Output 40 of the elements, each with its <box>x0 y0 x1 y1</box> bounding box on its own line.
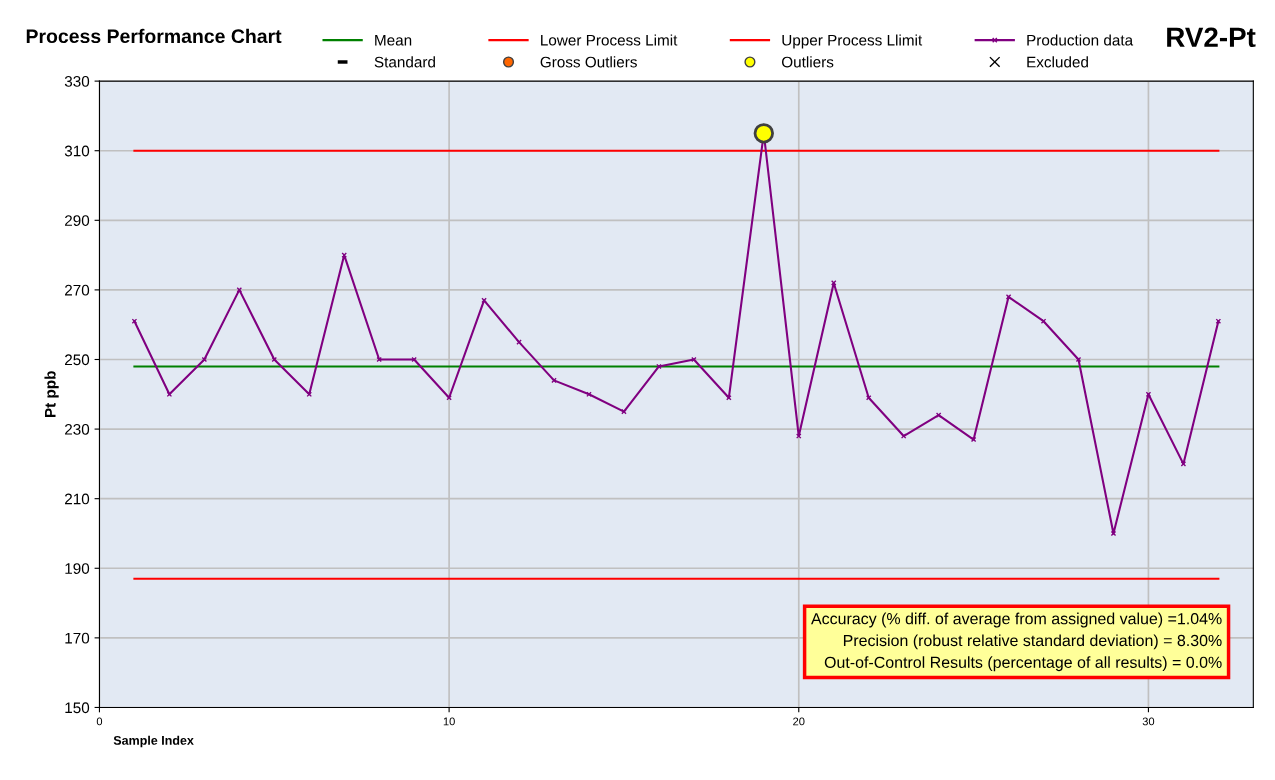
y-tick-label: 330 <box>64 75 90 87</box>
point <box>306 391 313 398</box>
y-tick-label: 210 <box>65 493 90 505</box>
x-tick-label: 0 <box>96 717 103 726</box>
y-axis-title: Pt ppb <box>44 371 59 418</box>
y-tick-label: 230 <box>65 423 90 435</box>
point <box>726 394 732 401</box>
legend-label: Standard <box>374 56 435 68</box>
point <box>201 356 208 363</box>
y-tick-label: 270 <box>65 284 90 296</box>
annotation: Accuracy (% diff. of average from assigned value) =1.04% <box>811 612 1222 628</box>
legend-label: Mean <box>375 34 412 46</box>
point <box>446 394 452 401</box>
point <box>753 123 774 144</box>
x-axis-title: Sample Index <box>113 735 194 748</box>
legend-label: Outliers <box>781 56 834 68</box>
y-tick-label: 310 <box>64 145 90 157</box>
y-tick-label: 290 <box>65 215 90 226</box>
point <box>516 339 522 345</box>
point <box>1145 391 1152 398</box>
y-tick-label: 150 <box>65 702 90 714</box>
x-tick-label: 10 <box>443 717 455 726</box>
legend-label: Gross Outliers <box>540 56 637 68</box>
chart-title: Process Performance Chart <box>26 28 282 44</box>
legend-label: Excluded <box>1027 56 1088 68</box>
annotation: Precision (robust relative standard deviation) = 8.30% <box>843 634 1222 650</box>
point <box>865 394 872 401</box>
point <box>341 252 347 258</box>
y-tick-label: 250 <box>65 354 90 366</box>
chart-subtitle: RV2-Pt <box>1167 27 1256 48</box>
legend-label: Upper Process Llimit <box>782 34 923 49</box>
x-tick-label: 30 <box>1142 717 1155 726</box>
x-tick-label: 20 <box>793 717 805 726</box>
annotation: Out-of-Control Results (percentage of all results) = 0.0% <box>824 656 1222 672</box>
legend-label: Lower Process Limit <box>541 34 678 46</box>
legend-label: Production data <box>1027 34 1134 46</box>
point <box>166 391 173 398</box>
y-tick-label: 170 <box>65 632 90 644</box>
point <box>970 436 977 443</box>
y-tick-label: 190 <box>65 563 90 574</box>
